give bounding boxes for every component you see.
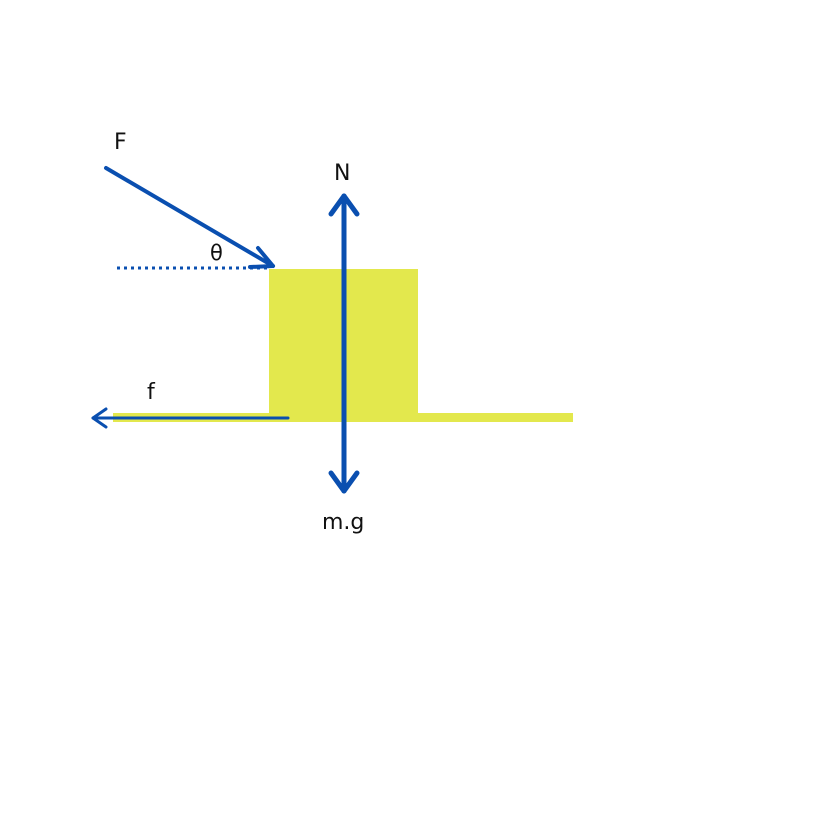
- friction-arrow: [91, 407, 290, 429]
- applied-force-arrow: [104, 166, 275, 269]
- weight-arrow: [328, 340, 360, 494]
- friction-label: f: [147, 380, 155, 405]
- normal-force-arrow: [328, 193, 360, 346]
- normal-force-label: N: [334, 161, 351, 186]
- angle-label: θ: [210, 241, 223, 265]
- applied-force-label: F: [114, 130, 127, 155]
- weight-label: m.g: [322, 510, 365, 535]
